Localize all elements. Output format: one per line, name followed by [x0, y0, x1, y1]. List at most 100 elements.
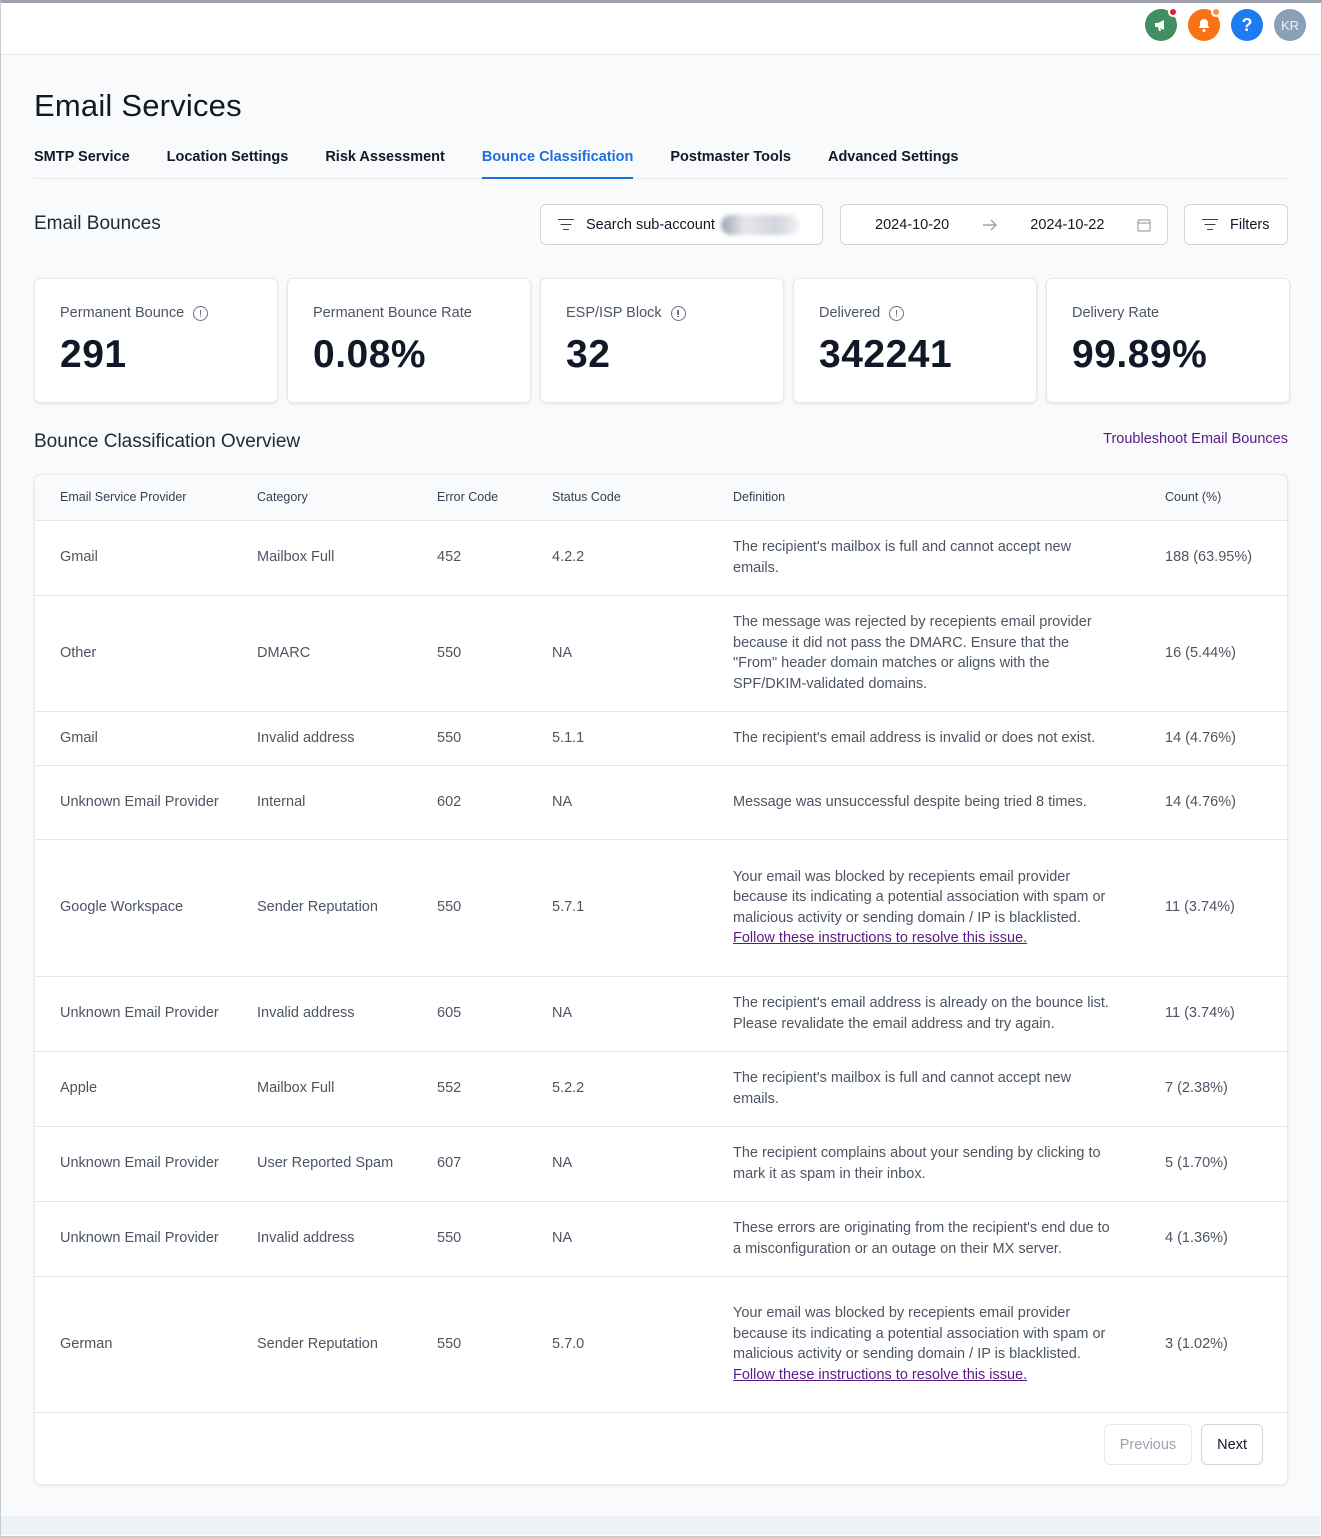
bell-icon[interactable]	[1188, 7, 1221, 41]
cell-error-code: 602	[412, 765, 527, 840]
search-sub-account-label: Search sub-account	[586, 216, 715, 233]
definition-text: The recipient's mailbox is full and cann…	[733, 539, 1072, 576]
date-range-picker[interactable]: 2024-10-20 2024-10-22	[840, 204, 1168, 245]
tab-smtp-service[interactable]: SMTP Service	[34, 149, 130, 165]
cell-count: 3 (1.02%)	[1140, 1276, 1287, 1413]
date-from[interactable]: 2024-10-20	[875, 216, 950, 233]
top-bar: ? KR	[1, 3, 1320, 55]
filter-icon	[1202, 218, 1218, 231]
cell-status-code: NA	[527, 765, 708, 840]
card-label: Permanent Bounce	[60, 305, 185, 321]
avatar[interactable]: KR	[1274, 9, 1306, 41]
cell-definition: The recipient complains about your sendi…	[708, 1126, 1140, 1202]
tab-advanced-settings[interactable]: Advanced Settings	[827, 149, 959, 165]
card-label: Delivered	[819, 305, 881, 321]
notification-dot	[1211, 7, 1221, 17]
cell-status-code: NA	[527, 976, 708, 1052]
cell-error-code: 605	[412, 976, 527, 1052]
tab-postmaster-tools[interactable]: Postmaster Tools	[670, 149, 791, 165]
cell-esp: Unknown Email Provider	[35, 976, 232, 1052]
card-value: 32	[566, 333, 611, 376]
definition-text: The recipient's email address is invalid…	[733, 729, 1096, 746]
cell-count: 5 (1.70%)	[1140, 1126, 1287, 1202]
tab-location-settings[interactable]: Location Settings	[166, 149, 289, 165]
cell-status-code: 5.2.2	[527, 1051, 708, 1127]
col-header-esp[interactable]: Email Service Provider	[35, 475, 232, 521]
cell-esp: Gmail	[35, 520, 232, 596]
col-header-category[interactable]: Category	[232, 475, 412, 521]
table-row: Google Workspace Sender Reputation 550 5…	[35, 839, 1287, 977]
cell-esp: Unknown Email Provider	[35, 1126, 232, 1202]
definition-text: Message was unsuccessful despite being t…	[733, 793, 1087, 810]
arrow-right-icon	[982, 219, 997, 230]
card-esp-isp-block: ESP/ISP Block 32	[540, 278, 784, 403]
cell-count: 4 (1.36%)	[1140, 1201, 1287, 1277]
cell-count: 11 (3.74%)	[1140, 976, 1287, 1052]
card-delivery-rate: Delivery Rate 99.89%	[1046, 278, 1290, 403]
cell-error-code: 550	[412, 595, 527, 712]
table-row: German Sender Reputation 550 5.7.0 Your …	[35, 1276, 1287, 1413]
table-row: Gmail Mailbox Full 452 4.2.2 The recipie…	[35, 520, 1287, 596]
cell-esp: German	[35, 1276, 232, 1413]
cell-definition: These errors are originating from the re…	[708, 1201, 1140, 1277]
bounce-table-card: Email Service Provider Category Error Co…	[34, 474, 1288, 1485]
card-delivered: Delivered 342241	[793, 278, 1037, 403]
col-header-count[interactable]: Count (%)	[1140, 475, 1287, 521]
megaphone-icon[interactable]	[1145, 7, 1178, 41]
info-icon[interactable]	[193, 305, 209, 321]
cell-esp: Other	[35, 595, 232, 712]
cell-error-code: 452	[412, 520, 527, 596]
card-label: Permanent Bounce Rate	[313, 305, 472, 321]
cell-status-code: NA	[527, 1201, 708, 1277]
card-label: ESP/ISP Block	[566, 305, 662, 321]
troubleshoot-link[interactable]: Troubleshoot Email Bounces	[1103, 431, 1288, 447]
cell-error-code: 550	[412, 1276, 527, 1413]
cell-category: Sender Reputation	[232, 839, 412, 977]
cell-count: 14 (4.76%)	[1140, 711, 1287, 766]
resolve-instructions-link[interactable]: Follow these instructions to resolve thi…	[733, 930, 1028, 946]
next-button[interactable]: Next	[1201, 1424, 1263, 1465]
table-row: Gmail Invalid address 550 5.1.1 The reci…	[35, 711, 1287, 766]
cell-status-code: 4.2.2	[527, 520, 708, 596]
help-icon[interactable]: ?	[1231, 9, 1263, 41]
previous-button[interactable]: Previous	[1103, 1424, 1193, 1465]
definition-text: The recipient complains about your sendi…	[733, 1145, 1101, 1182]
cell-count: 14 (4.76%)	[1140, 765, 1287, 840]
definition-text: Your email was blocked by recepients ema…	[733, 868, 1106, 926]
stats-cards: Permanent Bounce 291 Permanent Bounce Ra…	[34, 278, 1290, 403]
filters-label: Filters	[1230, 216, 1270, 233]
cell-error-code: 550	[412, 711, 527, 766]
tab-bounce-classification[interactable]: Bounce Classification	[481, 140, 634, 179]
cell-category: Mailbox Full	[232, 1051, 412, 1127]
filter-icon	[558, 218, 574, 231]
pagination: Previous Next	[1103, 1424, 1263, 1465]
cell-esp: Gmail	[35, 711, 232, 766]
cell-category: Invalid address	[232, 976, 412, 1052]
date-to[interactable]: 2024-10-22	[1030, 216, 1105, 233]
cell-definition: The recipient's mailbox is full and cann…	[708, 520, 1140, 596]
cell-category: User Reported Spam	[232, 1126, 412, 1202]
info-icon[interactable]	[889, 305, 905, 321]
blurred-sub-account	[720, 214, 799, 235]
search-sub-account-button[interactable]: Search sub-account	[540, 204, 823, 245]
col-header-definition[interactable]: Definition	[708, 475, 1140, 521]
table-row: Unknown Email Provider Internal 602 NA M…	[35, 765, 1287, 840]
definition-text: These errors are originating from the re…	[733, 1220, 1110, 1257]
table-row: Unknown Email Provider Invalid address 5…	[35, 1201, 1287, 1277]
cell-count: 16 (5.44%)	[1140, 595, 1287, 712]
card-value: 342241	[819, 333, 953, 376]
cell-error-code: 550	[412, 839, 527, 977]
info-icon[interactable]	[670, 305, 686, 321]
cell-status-code: NA	[527, 595, 708, 712]
email-bounces-title: Email Bounces	[34, 213, 161, 234]
overview-title: Bounce Classification Overview	[34, 431, 301, 452]
resolve-instructions-link[interactable]: Follow these instructions to resolve thi…	[733, 1366, 1028, 1383]
calendar-icon	[1137, 218, 1151, 232]
card-permanent-bounce-rate: Permanent Bounce Rate 0.08%	[287, 278, 531, 403]
cell-error-code: 607	[412, 1126, 527, 1202]
cell-category: Invalid address	[232, 711, 412, 766]
tab-risk-assessment[interactable]: Risk Assessment	[325, 149, 445, 165]
col-header-status-code[interactable]: Status Code	[527, 475, 708, 521]
filters-button[interactable]: Filters	[1184, 204, 1288, 245]
col-header-error-code[interactable]: Error Code	[412, 475, 527, 521]
